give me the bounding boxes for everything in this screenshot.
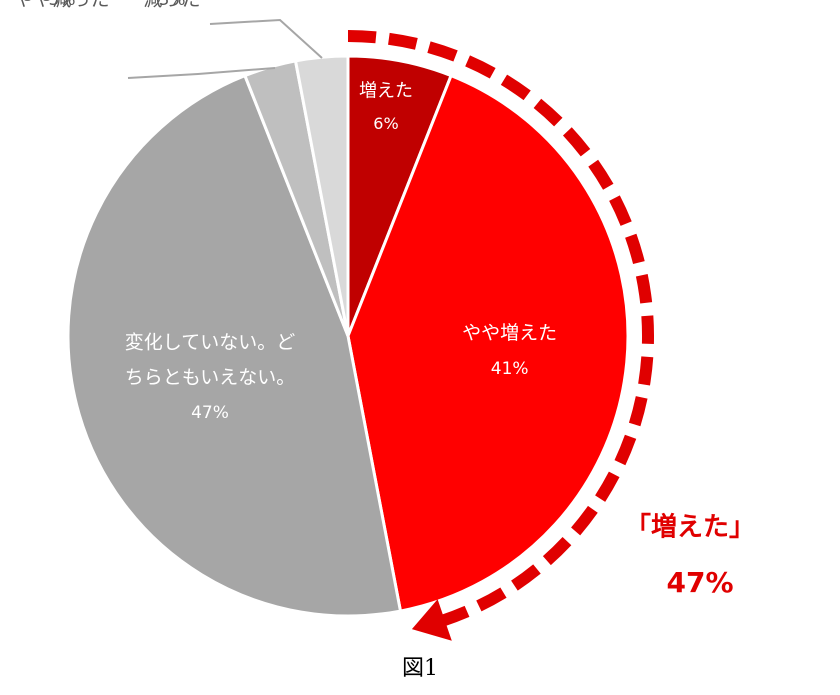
- slice-value-label-4: 3%: [159, 0, 186, 10]
- increase-arrowhead: [411, 599, 452, 641]
- annotation-label: 「増えた」: [625, 512, 755, 543]
- leader-line-3: [127, 67, 276, 79]
- pie-slice-1: [346, 73, 630, 613]
- pie-slice-2: [66, 73, 403, 618]
- increase-dashed-arc: [347, 30, 655, 631]
- figure-caption: 図1: [402, 656, 438, 681]
- pie-chart: 増えた6%やや増えた41%変化していない。どちらともいえない。47%やや減った3…: [14, 0, 755, 641]
- slice-value-label-0: 6%: [373, 114, 398, 133]
- slice-category-label-0: 増えた: [359, 80, 413, 101]
- slice-category-label-1: やや増えた: [462, 322, 557, 344]
- slice-category-label-4: 減った: [143, 0, 200, 11]
- slice-value-label-2: 47%: [191, 403, 229, 423]
- annotation-value: 47%: [666, 566, 733, 599]
- slice-value-label-1: 41%: [491, 359, 529, 379]
- slice-value-label-3: 3%: [49, 0, 76, 10]
- slice-category-label-3: やや減った: [14, 0, 109, 11]
- leader-line-4: [209, 18, 323, 59]
- slice-category-label-2: ちらともいえない。: [125, 367, 296, 389]
- slice-category-label-2: 変化していない。ど: [125, 331, 295, 353]
